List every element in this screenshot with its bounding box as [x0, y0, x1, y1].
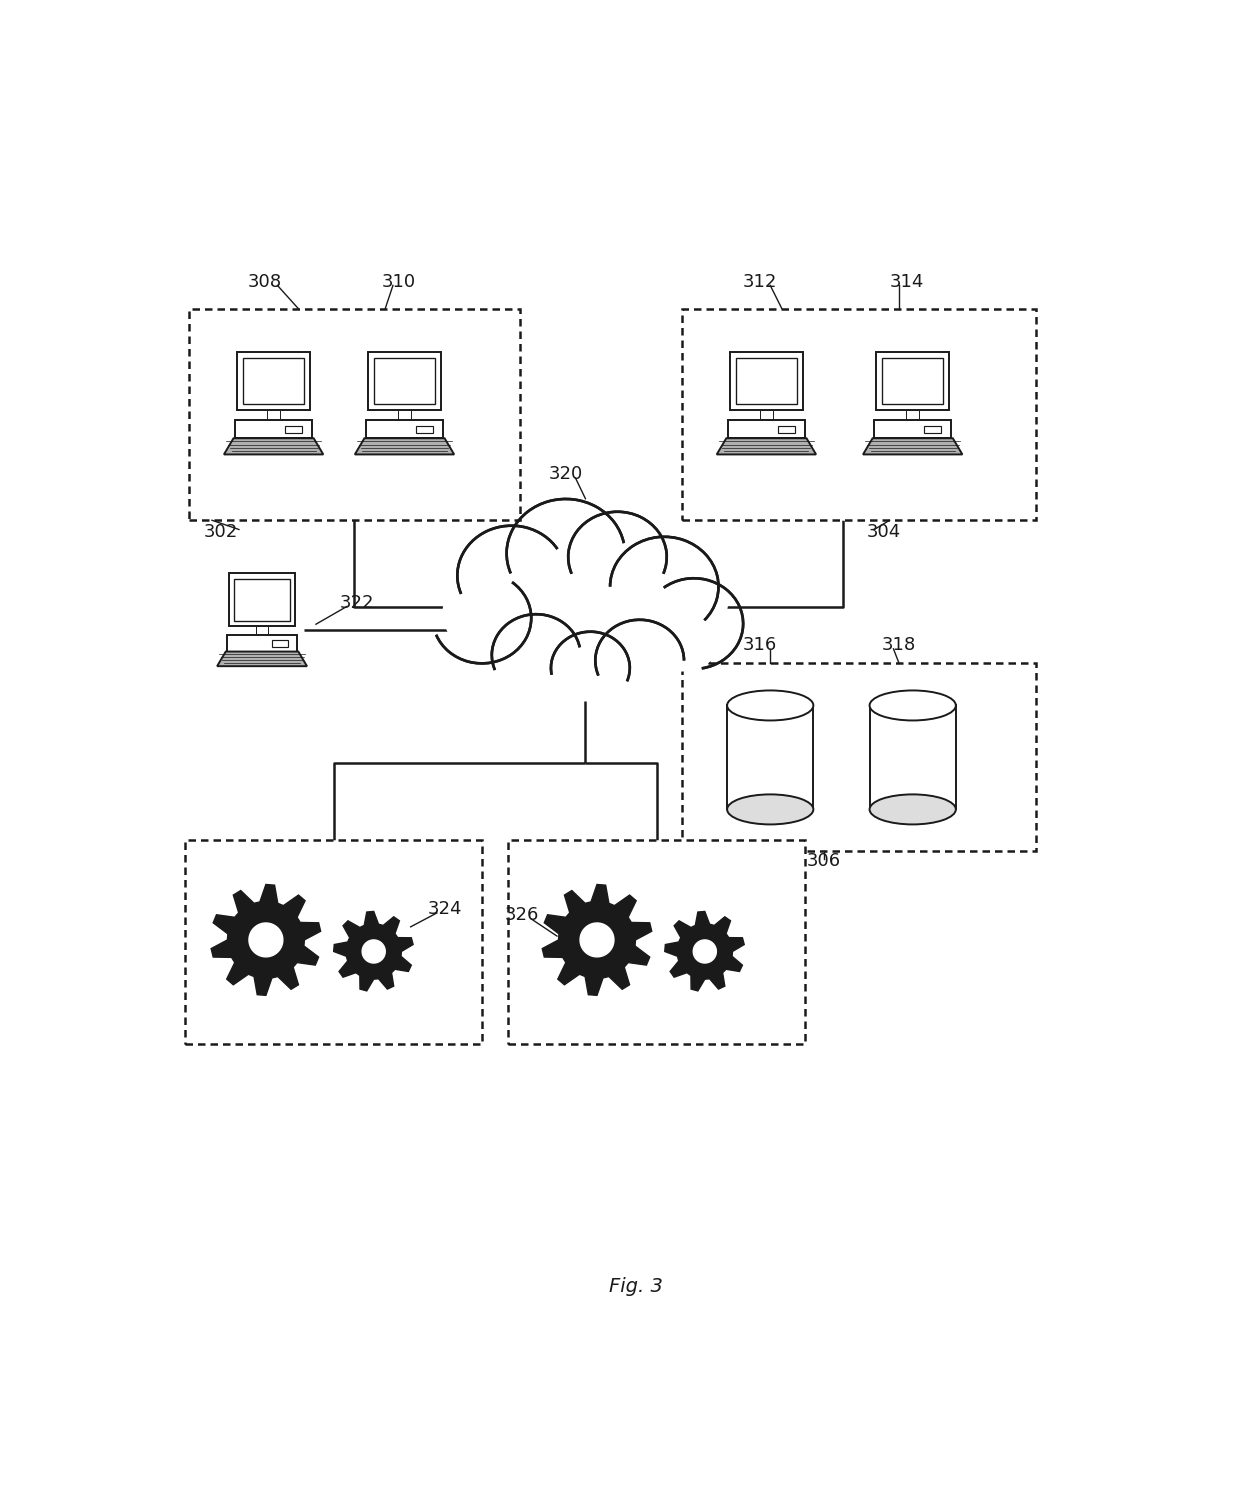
Ellipse shape [482, 597, 580, 687]
FancyBboxPatch shape [368, 352, 441, 411]
Ellipse shape [507, 508, 640, 629]
Text: 308: 308 [247, 273, 281, 291]
Ellipse shape [727, 794, 813, 824]
Polygon shape [863, 439, 962, 454]
FancyBboxPatch shape [874, 421, 951, 439]
FancyBboxPatch shape [234, 579, 290, 621]
Ellipse shape [455, 534, 578, 646]
FancyBboxPatch shape [185, 841, 481, 1044]
FancyBboxPatch shape [273, 640, 288, 646]
FancyBboxPatch shape [882, 358, 944, 405]
Polygon shape [224, 439, 324, 454]
Ellipse shape [869, 690, 956, 721]
Text: 314: 314 [889, 273, 924, 291]
FancyBboxPatch shape [374, 358, 435, 405]
Text: 316: 316 [743, 636, 777, 654]
Text: 324: 324 [428, 900, 461, 918]
Text: 320: 320 [549, 466, 583, 484]
FancyBboxPatch shape [267, 411, 280, 421]
FancyBboxPatch shape [229, 573, 295, 626]
FancyBboxPatch shape [682, 309, 1035, 520]
Polygon shape [249, 923, 283, 957]
Ellipse shape [580, 605, 680, 694]
Polygon shape [580, 923, 614, 957]
FancyBboxPatch shape [243, 358, 304, 405]
FancyBboxPatch shape [508, 841, 805, 1044]
FancyBboxPatch shape [236, 421, 311, 439]
Ellipse shape [573, 524, 687, 627]
Text: 302: 302 [205, 523, 238, 540]
FancyBboxPatch shape [760, 411, 773, 421]
Polygon shape [362, 941, 386, 963]
FancyBboxPatch shape [188, 309, 520, 520]
Polygon shape [355, 439, 454, 454]
FancyBboxPatch shape [877, 352, 949, 411]
FancyBboxPatch shape [728, 421, 805, 439]
FancyBboxPatch shape [682, 663, 1035, 851]
Polygon shape [542, 884, 652, 996]
Text: 310: 310 [381, 273, 415, 291]
Polygon shape [211, 884, 321, 996]
Polygon shape [869, 706, 956, 809]
FancyBboxPatch shape [924, 426, 941, 433]
FancyBboxPatch shape [237, 352, 310, 411]
FancyBboxPatch shape [777, 426, 795, 433]
FancyBboxPatch shape [398, 411, 410, 421]
Ellipse shape [615, 548, 728, 651]
FancyBboxPatch shape [257, 626, 268, 636]
Polygon shape [693, 941, 717, 963]
Ellipse shape [869, 794, 956, 824]
Ellipse shape [443, 569, 541, 657]
Text: 304: 304 [867, 523, 900, 540]
Ellipse shape [630, 582, 728, 672]
FancyBboxPatch shape [415, 426, 433, 433]
FancyBboxPatch shape [735, 358, 797, 405]
Polygon shape [717, 439, 816, 454]
Polygon shape [334, 911, 413, 991]
FancyBboxPatch shape [285, 426, 301, 433]
Text: 312: 312 [743, 273, 777, 291]
Polygon shape [217, 651, 308, 666]
Ellipse shape [536, 615, 625, 694]
Text: 318: 318 [882, 636, 916, 654]
Text: 322: 322 [340, 594, 374, 612]
FancyBboxPatch shape [906, 411, 919, 421]
FancyBboxPatch shape [730, 352, 802, 411]
Text: Fig. 3: Fig. 3 [609, 1277, 662, 1296]
Text: 326: 326 [505, 906, 538, 924]
Ellipse shape [727, 690, 813, 721]
FancyBboxPatch shape [366, 421, 443, 439]
Text: 306: 306 [807, 853, 841, 870]
Polygon shape [665, 911, 744, 991]
FancyBboxPatch shape [227, 636, 296, 651]
Polygon shape [727, 706, 813, 809]
